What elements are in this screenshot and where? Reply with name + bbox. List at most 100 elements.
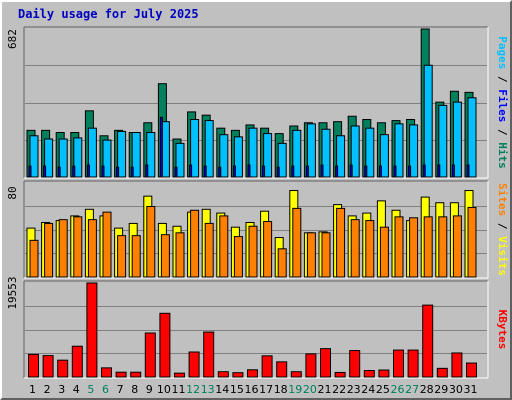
x-tick-label: 25	[376, 383, 390, 396]
sites-bar	[102, 211, 112, 278]
kbytes-bar	[393, 349, 404, 378]
files-bar	[232, 165, 236, 178]
files-bar	[57, 166, 61, 178]
pages-bar	[467, 97, 477, 178]
files-bar	[393, 165, 397, 178]
pages-bar	[306, 123, 316, 178]
files-bar	[408, 165, 412, 178]
x-tick-label: 30	[449, 383, 463, 396]
hits-legend-separator: /	[496, 69, 509, 89]
x-tick-label: 9	[146, 383, 153, 396]
pages-bar	[44, 138, 54, 178]
kbytes-bar	[247, 369, 258, 378]
sites-bar	[131, 235, 141, 278]
x-tick-label: 22	[332, 383, 346, 396]
kbytes-bar	[115, 371, 127, 378]
pages-bar	[321, 128, 331, 178]
x-tick-label: 16	[245, 383, 259, 396]
pages-bar	[438, 104, 448, 178]
kbytes-bar	[407, 349, 419, 378]
x-tick-label: 6	[102, 383, 109, 396]
x-tick-label: 27	[405, 383, 419, 396]
files-bar	[422, 164, 426, 178]
sites-bar	[175, 232, 185, 278]
x-tick-label: 14	[215, 383, 229, 396]
pages-bar	[131, 132, 141, 178]
sites-bar	[277, 248, 287, 278]
sites-bar	[248, 225, 258, 278]
x-tick-label: 18	[274, 383, 288, 396]
sites-bar	[87, 219, 97, 278]
pages-bar	[29, 135, 39, 178]
sites-bar	[190, 209, 200, 278]
files-bar	[28, 165, 32, 178]
files-bar	[451, 164, 455, 178]
files-bar	[101, 165, 105, 178]
sites-bar	[321, 232, 331, 278]
x-tick-label: 4	[73, 383, 80, 396]
kbytes-bar	[276, 361, 288, 378]
x-tick-label: 13	[201, 383, 215, 396]
sites-bar	[292, 207, 302, 278]
pages-bar	[219, 134, 229, 178]
files-bar	[145, 164, 149, 178]
files-bar	[86, 164, 90, 178]
files-bar	[174, 166, 178, 178]
pages-bar	[248, 127, 258, 178]
hits-legend: Pages / Files / Hits	[496, 36, 509, 169]
pages-bar	[379, 134, 389, 178]
pages-bar	[292, 129, 302, 178]
x-tick-label: 31	[464, 383, 478, 396]
pages-bar	[233, 136, 243, 178]
pages-bar	[409, 124, 419, 178]
pages-bar	[190, 118, 200, 178]
x-tick-label: 12	[186, 383, 200, 396]
sites-bar	[219, 215, 229, 278]
x-tick-label: 7	[117, 383, 124, 396]
pages-bar	[102, 139, 112, 178]
kbytes-bar	[28, 353, 39, 378]
sites-bar	[204, 222, 214, 278]
sites-bar	[58, 219, 68, 278]
kbytes-bar	[174, 372, 185, 378]
kbytes-bar	[363, 370, 375, 378]
hits-legend-hits: Hits	[496, 142, 509, 169]
sites-bar	[73, 216, 83, 278]
files-bar	[291, 165, 295, 178]
files-bar	[218, 166, 222, 178]
kbytes-bar	[217, 371, 229, 378]
kbytes-bar	[71, 345, 83, 378]
pages-bar	[117, 130, 127, 178]
kbytes-bar	[203, 331, 215, 378]
x-tick-label: 23	[347, 383, 361, 396]
files-bar	[247, 164, 251, 178]
x-tick-label: 24	[361, 383, 375, 396]
visits-legend-visits: Visits	[496, 236, 509, 276]
sites-bar	[350, 219, 360, 278]
sites-bar	[44, 222, 54, 278]
kbytes-bar	[290, 371, 302, 378]
hits-legend-pages: Pages	[496, 36, 509, 69]
hits-max-label: 682	[6, 29, 19, 49]
files-bar	[335, 165, 339, 178]
kbytes-bar	[57, 359, 69, 378]
sites-bar	[29, 239, 39, 278]
x-tick-label: 17	[259, 383, 273, 396]
x-tick-label: 2	[44, 383, 51, 396]
pages-bar	[175, 142, 185, 178]
kbytes-bar	[422, 304, 434, 378]
x-tick-label: 1	[29, 383, 36, 396]
files-bar	[437, 164, 441, 178]
kbytes-bar	[188, 351, 200, 378]
files-bar	[378, 165, 382, 178]
kbytes-bar	[334, 371, 346, 378]
pages-bar	[423, 64, 433, 178]
files-bar	[262, 165, 266, 178]
files-bar	[189, 164, 193, 178]
visits-legend-sites: Sites	[496, 183, 509, 216]
sites-bar	[409, 217, 419, 278]
sites-bar	[336, 207, 346, 278]
kbytes-bar	[159, 312, 171, 378]
sites-bar	[160, 234, 170, 278]
x-tick-label: 15	[230, 383, 244, 396]
